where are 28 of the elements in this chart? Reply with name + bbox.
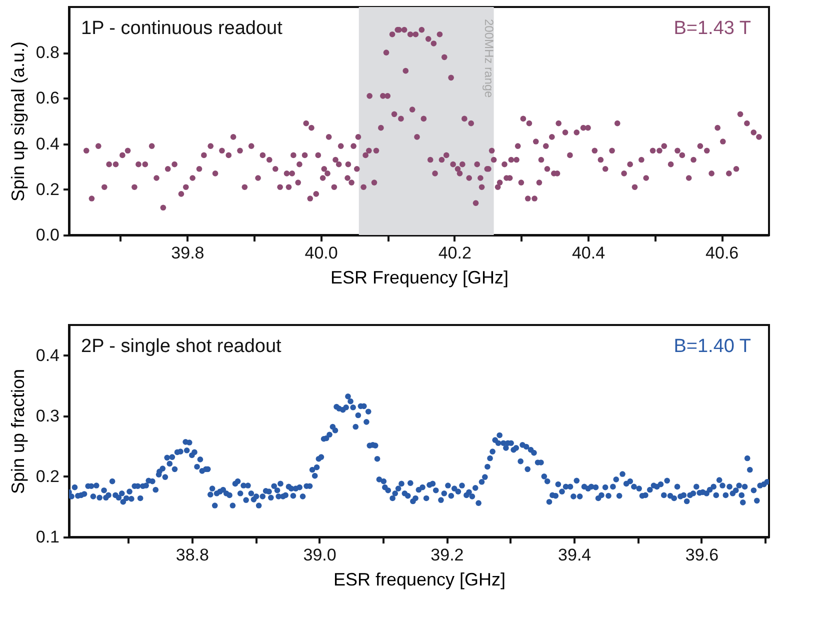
x-axis-title: ESR frequency [GHz] — [333, 570, 506, 590]
y-tick-label: 0.6 — [36, 88, 60, 108]
x-tick-label: 38.8 — [176, 546, 209, 564]
y-axis-title: Spin up signal (a.u.) — [8, 41, 28, 202]
text: B=1.43 T — [674, 18, 752, 39]
x-tick-label: 39.6 — [685, 546, 719, 564]
y-tick-label: 0.1 — [36, 528, 60, 546]
x-axis-title: ESR Frequency [GHz] — [330, 268, 509, 288]
band-label: 200MHz range — [482, 19, 496, 98]
y-tick-label: 0.3 — [36, 406, 60, 426]
text: B=1.40 T — [674, 336, 752, 357]
x-tick-label: 40.6 — [706, 244, 739, 262]
x-tick-label: 40.0 — [304, 244, 338, 262]
y-tick-label: 0.2 — [36, 180, 60, 199]
y-tick-label: 0.8 — [36, 43, 60, 62]
x-tick-label: 39.4 — [558, 546, 592, 564]
annotation: 2P - single shot readout — [81, 336, 282, 357]
y-tick-label: 0.2 — [36, 466, 60, 486]
x-tick-label: 39.8 — [171, 244, 204, 262]
y-axis-title: Spin up fraction — [8, 368, 28, 494]
y-tick-label: 0.4 — [36, 134, 60, 154]
y-tick-label: 0.4 — [36, 346, 60, 365]
x-tick-label: 40.2 — [438, 244, 472, 262]
x-tick-label: 39.0 — [303, 546, 336, 564]
annotation: 1P - continuous readout — [81, 18, 284, 39]
y-tick-label: 0.0 — [36, 226, 60, 244]
x-tick-label: 40.4 — [572, 244, 606, 262]
x-tick-label: 39.2 — [430, 546, 464, 564]
